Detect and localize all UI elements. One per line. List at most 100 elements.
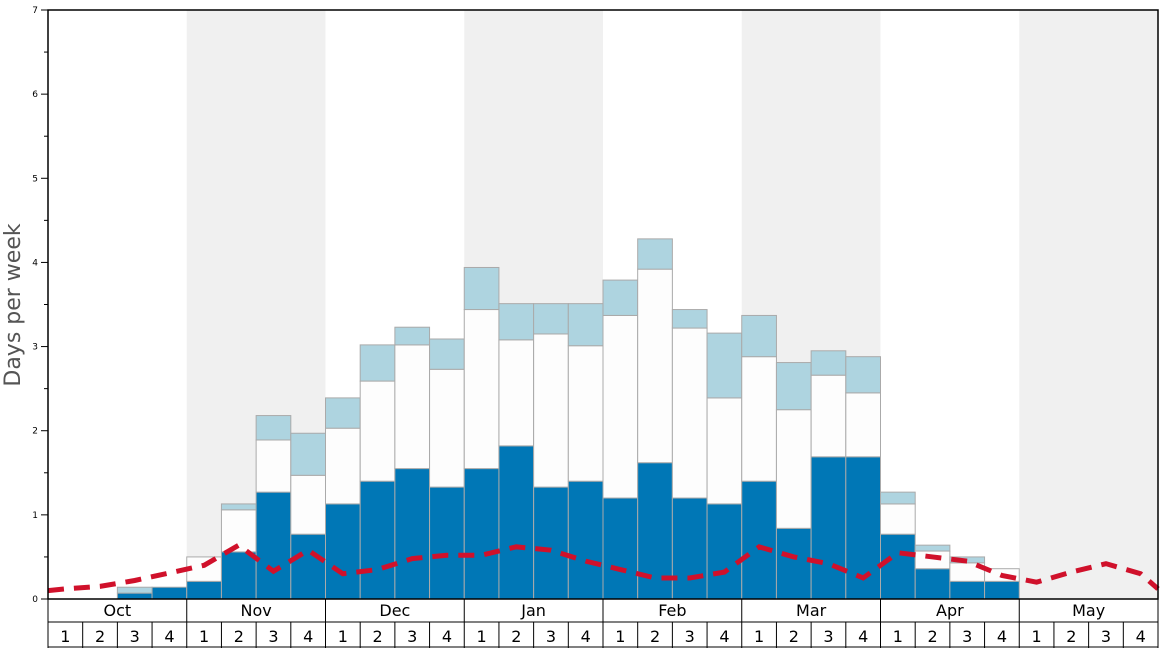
bar-dark-week-15 xyxy=(533,486,569,600)
week-label: 4 xyxy=(858,627,868,646)
bar-white-week-26 xyxy=(914,550,951,570)
week-label: 3 xyxy=(1101,627,1111,646)
bar-white-week-6 xyxy=(220,509,257,553)
week-label: 3 xyxy=(407,627,417,646)
bar-light-week-24 xyxy=(845,356,881,394)
bar-white-week-25 xyxy=(880,503,916,535)
week-label: 2 xyxy=(511,627,521,646)
bar-dark-week-7 xyxy=(255,491,292,600)
bar-dark-week-3 xyxy=(116,592,153,600)
bar-white-week-11 xyxy=(394,344,431,470)
week-label: 4 xyxy=(581,627,591,646)
bar-light-week-19 xyxy=(671,309,708,329)
week-label: 1 xyxy=(477,627,487,646)
month-label-apr: Apr xyxy=(936,601,964,620)
bar-white-week-17 xyxy=(602,314,639,499)
bar-light-week-18 xyxy=(637,238,673,270)
bar-light-week-22 xyxy=(775,362,812,411)
week-label: 4 xyxy=(442,627,452,646)
month-label-may: May xyxy=(1072,601,1105,620)
week-label: 3 xyxy=(268,627,278,646)
bar-white-week-9 xyxy=(325,427,361,505)
y-tick-label: 5 xyxy=(32,174,38,184)
month-band-may xyxy=(1019,10,1158,599)
bar-white-week-18 xyxy=(637,268,673,464)
bar-white-week-8 xyxy=(290,474,326,535)
month-label-dec: Dec xyxy=(379,601,410,620)
week-label: 2 xyxy=(1066,627,1076,646)
week-label: 4 xyxy=(1136,627,1146,646)
average-line xyxy=(47,542,1160,594)
bar-light-week-7 xyxy=(255,415,292,441)
bar-light-week-16 xyxy=(567,303,604,347)
bar-light-week-21 xyxy=(741,314,777,358)
week-label: 4 xyxy=(303,627,313,646)
bar-dark-week-9 xyxy=(325,503,361,600)
y-tick-label: 2 xyxy=(32,427,38,437)
y-axis-label: Days per week xyxy=(1,223,26,386)
week-label: 1 xyxy=(199,627,209,646)
bar-dark-week-19 xyxy=(671,497,708,600)
bar-dark-week-12 xyxy=(429,486,465,600)
week-label: 2 xyxy=(650,627,660,646)
week-label: 2 xyxy=(234,627,244,646)
bar-white-week-15 xyxy=(533,333,569,488)
bar-light-week-9 xyxy=(325,397,361,429)
bar-dark-week-11 xyxy=(394,468,431,600)
bar-white-week-10 xyxy=(359,380,396,482)
week-label: 1 xyxy=(338,627,348,646)
bar-dark-week-17 xyxy=(602,497,639,600)
week-label: 3 xyxy=(685,627,695,646)
y-tick-label: 1 xyxy=(32,511,38,521)
bar-dark-week-20 xyxy=(706,503,743,600)
bar-light-week-12 xyxy=(429,338,465,370)
week-label: 4 xyxy=(719,627,729,646)
week-label: 1 xyxy=(615,627,625,646)
week-label: 3 xyxy=(962,627,972,646)
bar-dark-week-8 xyxy=(290,533,326,600)
month-label-feb: Feb xyxy=(658,601,686,620)
week-label: 3 xyxy=(823,627,833,646)
week-label: 4 xyxy=(164,627,174,646)
week-label: 2 xyxy=(372,627,382,646)
week-label: 4 xyxy=(997,627,1007,646)
week-label: 2 xyxy=(95,627,105,646)
bar-dark-week-28 xyxy=(984,580,1020,600)
week-label: 3 xyxy=(130,627,140,646)
bar-dark-week-26 xyxy=(914,568,951,600)
bar-dark-week-21 xyxy=(741,480,777,600)
week-label: 2 xyxy=(789,627,799,646)
bar-light-week-26 xyxy=(914,544,951,552)
bar-dark-week-23 xyxy=(810,456,847,600)
bar-white-week-12 xyxy=(429,368,465,488)
week-label: 2 xyxy=(927,627,937,646)
month-label-oct: Oct xyxy=(104,601,132,620)
bar-light-week-8 xyxy=(290,432,326,476)
month-label-mar: Mar xyxy=(796,601,827,620)
week-label: 1 xyxy=(893,627,903,646)
month-label-jan: Jan xyxy=(520,601,546,620)
month-label-nov: Nov xyxy=(241,601,272,620)
bar-dark-week-5 xyxy=(186,580,222,600)
bar-white-week-16 xyxy=(567,345,604,482)
week-label: 3 xyxy=(546,627,556,646)
bar-white-week-24 xyxy=(845,392,881,458)
bar-white-week-22 xyxy=(775,409,812,529)
bar-light-week-6 xyxy=(220,503,257,511)
week-label: 1 xyxy=(1032,627,1042,646)
bar-dark-week-14 xyxy=(498,445,535,600)
bar-dark-week-22 xyxy=(775,527,812,600)
bar-dark-week-27 xyxy=(949,580,986,600)
bar-light-week-15 xyxy=(533,303,569,335)
bar-light-week-25 xyxy=(880,491,916,505)
bar-white-week-23 xyxy=(810,374,847,458)
bar-white-week-14 xyxy=(498,339,535,447)
week-label: 1 xyxy=(754,627,764,646)
bar-light-week-23 xyxy=(810,350,847,376)
bar-white-week-20 xyxy=(706,397,743,505)
y-tick-label: 4 xyxy=(32,258,38,268)
bar-light-week-3 xyxy=(116,586,153,594)
bar-light-week-20 xyxy=(706,332,743,399)
y-tick-label: 3 xyxy=(32,343,38,353)
bar-light-week-10 xyxy=(359,344,396,382)
